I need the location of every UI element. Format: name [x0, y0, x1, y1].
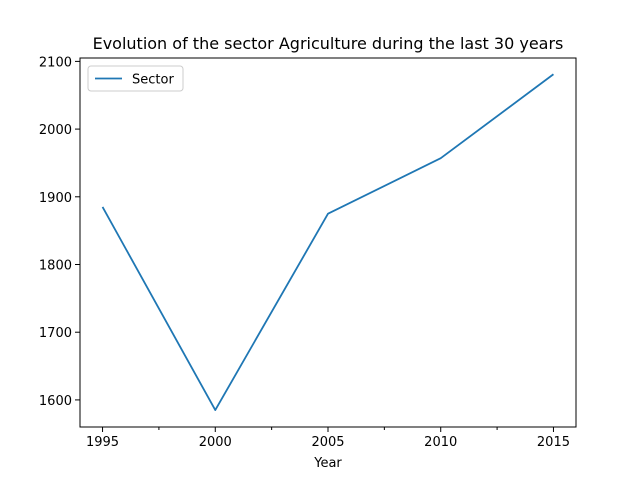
- series-layer: [101, 73, 554, 411]
- x-tick-label: 2010: [424, 435, 457, 450]
- legend-label: Sector: [132, 73, 174, 88]
- y-tick-label: 1700: [39, 326, 72, 341]
- x-tick-label: 1995: [86, 435, 119, 450]
- y-tick-label: 1600: [39, 394, 72, 409]
- x-tick-label: 2005: [311, 435, 344, 450]
- y-tick-label: 1800: [39, 259, 72, 274]
- x-tick-label: 2000: [199, 435, 232, 450]
- legend: Sector: [87, 65, 184, 92]
- y-axis: 1600 1700 1800 1900 2000 2100: [39, 55, 80, 409]
- x-tick-label: 2015: [537, 435, 570, 450]
- x-axis-label: Year: [313, 456, 342, 471]
- x-axis: 1995 2000 2005 2010 2015: [86, 427, 570, 450]
- y-tick-label: 1900: [39, 191, 72, 206]
- y-tick-label: 2000: [39, 123, 72, 138]
- chart-title: Evolution of the sector Agriculture duri…: [93, 34, 564, 53]
- y-tick-label: 2100: [39, 55, 72, 70]
- legend-box: [87, 65, 184, 92]
- series-line-0: [101, 73, 554, 411]
